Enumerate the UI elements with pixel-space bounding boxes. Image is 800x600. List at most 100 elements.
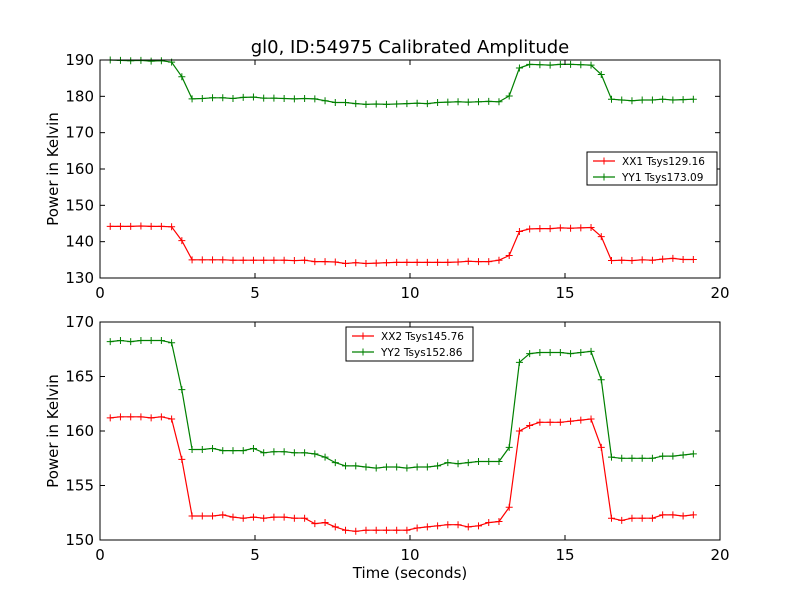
bottom-series-1-point [331,523,339,531]
bottom-series-2-point [178,386,186,394]
bottom-series-1-point [229,513,237,521]
bottom-series-2-point [219,447,227,455]
top-series-2-point [403,100,411,108]
top-series-2-point [567,60,575,68]
bottom-series-1-point [464,523,472,531]
bottom-series-1-point [648,514,656,522]
top-series-2-point [413,99,421,107]
bottom-series-2-point [628,454,636,462]
bottom-legend-marker-1 [359,332,367,340]
bottom-series-1-point [454,521,462,529]
bottom-series-1-point [157,413,165,421]
top-series-2-point [608,95,615,103]
bottom-series-1-point [689,511,697,519]
bottom-y-axis-label: Power in Kelvin [44,374,62,488]
top-series-2-point [679,96,687,104]
top-y-tick-label: 170 [65,124,94,142]
top-y-tick-label: 150 [65,196,94,214]
top-series-1-point [556,224,564,232]
bottom-series-1-point [485,519,493,527]
top-series-2-point [556,60,564,68]
bottom-series-2-point [137,337,145,345]
bottom-series-1-point [116,413,124,421]
top-series-1-point [301,256,309,264]
top-series-1-point [618,256,626,264]
top-series-2-point [495,98,503,106]
bottom-series-2-point [301,449,309,457]
bottom-series-1-point [434,522,442,530]
top-series-1-point [321,258,329,266]
top-series-2-point [178,73,186,81]
top-y-tick-label: 160 [65,160,94,178]
bottom-series-1-point [239,514,247,522]
bottom-series-1-point [577,416,585,424]
top-series-1-point [669,254,677,262]
bottom-series-1-point [168,415,176,423]
top-series-1-point [311,258,319,266]
bottom-series-2-point [239,447,247,455]
bottom-series-2-point [505,443,513,451]
bottom-series-1-point [546,418,554,426]
bottom-series-1-point [444,521,452,529]
top-series-2-point [659,95,667,103]
bottom-x-tick-label: 10 [400,546,419,564]
top-y-axis-label: Power in Kelvin [44,112,62,226]
bottom-series-2-point [546,349,554,357]
bottom-series-1-point [413,524,421,532]
top-y-tick-label: 190 [65,51,94,69]
bottom-series-1-point [106,414,114,422]
bottom-series-2-point [168,339,176,347]
top-series-2-point [526,60,534,68]
top-series-1-point [638,256,646,264]
bottom-series-1-point [608,514,615,522]
bottom-legend-box [345,326,474,362]
top-legend-marker-1 [600,157,608,165]
top-series-1-line [110,225,694,265]
bottom-series-1 [106,413,697,535]
top-series-2-point [423,100,431,108]
top-series-2-point [638,96,646,104]
top-series-1-point [689,255,697,263]
bottom-x-tick-label: 0 [95,546,105,564]
bottom-series-2-point [393,463,401,471]
top-series-1-point [209,256,217,264]
top-series-2-point [587,61,595,69]
top-series-1-point [475,258,483,266]
bottom-series-1-point [536,418,544,426]
top-series-1-point [403,258,411,266]
top-series-1-point [577,224,585,232]
top-legend-label-2: YY1 Tsys173.09 [621,172,703,184]
bottom-series-2-point [618,454,626,462]
top-series-2-point [219,94,227,102]
bottom-y-tick-label: 165 [65,368,94,386]
bottom-legend-label-1: XX2 Tsys145.76 [381,331,464,343]
top-series-1-point [372,259,380,267]
bottom-series-1-point [290,514,298,522]
top-series-2-point [689,95,697,103]
bottom-series-1-point [270,513,278,521]
bottom-series-2-point [495,458,503,466]
top-series-2-point [270,94,278,102]
top-x-tick-label: 5 [250,284,260,302]
bottom-series-2-point [413,463,421,471]
top-series-2-point [393,100,401,108]
bottom-series-2-point [157,337,165,345]
bottom-series-2-point [515,358,523,366]
top-series-1-point [127,222,135,230]
bottom-series-1-point [567,417,575,425]
bottom-series-1-point [556,418,564,426]
top-legend: XX1 Tsys129.16 YY1 Tsys173.09 [586,151,718,186]
top-x-tick-label: 20 [710,284,729,302]
bottom-series-2-point [116,337,124,345]
bottom-series-1-point [127,413,135,421]
bottom-series-2-point [434,462,442,470]
bottom-series-2-point [331,459,339,467]
bottom-series-2-point [669,452,677,460]
bottom-series-2-point [577,349,585,357]
bottom-series-2-point [648,454,656,462]
top-series-2-point [362,100,370,108]
top-series-2-point [444,98,452,106]
top-series-2-point [577,61,585,69]
top-series-1-point [464,257,472,265]
